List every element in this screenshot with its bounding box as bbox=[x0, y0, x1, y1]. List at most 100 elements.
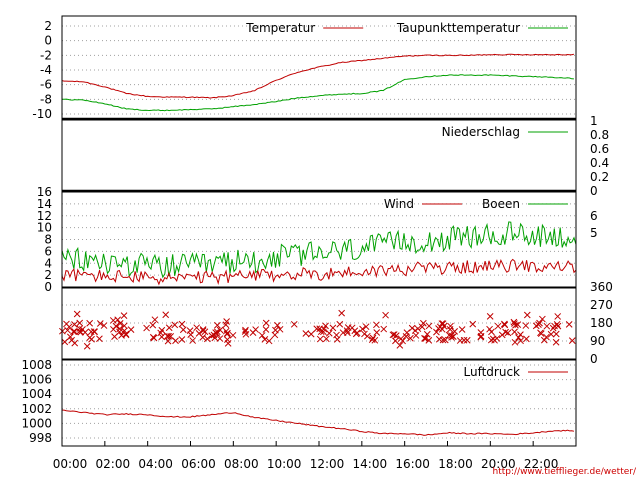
series-line bbox=[62, 409, 575, 436]
scatter-point bbox=[322, 335, 330, 343]
scatter-point bbox=[407, 334, 414, 342]
scatter-point bbox=[172, 337, 179, 345]
scatter-point bbox=[76, 319, 84, 327]
scatter-point bbox=[223, 318, 230, 325]
y-tick-label: 0 bbox=[44, 34, 52, 48]
scatter-point bbox=[258, 332, 266, 339]
scatter-point bbox=[265, 337, 273, 345]
legend-label: Temperatur bbox=[245, 21, 315, 35]
scatter-point bbox=[553, 320, 561, 328]
grid-layer bbox=[62, 25, 576, 439]
scatter-point bbox=[419, 319, 427, 327]
scatter-point bbox=[422, 335, 429, 343]
scatter-point bbox=[229, 331, 237, 339]
scatter-point bbox=[439, 336, 447, 344]
scatter-point bbox=[552, 330, 560, 338]
scatter-point bbox=[290, 320, 298, 328]
scatter-point bbox=[338, 309, 346, 317]
scatter-point bbox=[307, 330, 315, 338]
scatter-point bbox=[565, 321, 573, 328]
scatter-point bbox=[504, 329, 512, 337]
right-tick-label: 0.4 bbox=[590, 156, 609, 170]
scatter-point bbox=[547, 330, 555, 338]
scatter-point bbox=[63, 320, 70, 328]
scatter-point bbox=[514, 321, 522, 329]
data-layer bbox=[59, 53, 577, 436]
scatter-point bbox=[61, 338, 69, 346]
y-tick-label: 1000 bbox=[21, 416, 52, 430]
scatter-point bbox=[83, 342, 91, 350]
y-tick-label: 1004 bbox=[21, 387, 52, 401]
scatter-point bbox=[118, 332, 125, 339]
scatter-point bbox=[522, 322, 530, 329]
scatter-point bbox=[276, 325, 284, 333]
credit-link[interactable]: http://www.tiefflieger.de/wetter/ bbox=[493, 467, 637, 477]
scatter-point bbox=[143, 324, 150, 332]
scatter-point bbox=[320, 325, 328, 333]
y-tick-label: 1002 bbox=[21, 402, 52, 416]
scatter-point bbox=[71, 321, 78, 328]
y-tick-label: 0 bbox=[44, 280, 52, 294]
x-tick-label: 18:00 bbox=[438, 457, 473, 471]
scatter-point bbox=[373, 321, 380, 329]
scatter-point bbox=[517, 337, 524, 345]
scatter-point bbox=[448, 332, 455, 339]
y-tick-label: -2 bbox=[40, 48, 52, 62]
scatter-point bbox=[361, 330, 368, 338]
scatter-point bbox=[447, 322, 454, 330]
scatter-point bbox=[178, 320, 186, 328]
scatter-point bbox=[100, 322, 108, 329]
scatter-point bbox=[568, 337, 576, 344]
scatter-point bbox=[116, 320, 124, 327]
scatter-point bbox=[423, 330, 431, 338]
scatter-point bbox=[389, 331, 397, 339]
scatter-point bbox=[313, 325, 321, 333]
scatter-point bbox=[451, 328, 459, 335]
scatter-point bbox=[329, 324, 337, 332]
scatter-point bbox=[510, 318, 518, 326]
scatter-point bbox=[120, 312, 128, 319]
scatter-point bbox=[212, 329, 219, 336]
series-line bbox=[61, 53, 574, 99]
scatter-point bbox=[438, 325, 446, 333]
right-tick-label: 0.6 bbox=[590, 142, 609, 156]
scatter-point bbox=[439, 320, 447, 327]
scatter-point bbox=[402, 333, 410, 340]
x-tick-label: 22:00 bbox=[524, 457, 559, 471]
scatter-point bbox=[433, 328, 440, 336]
scatter-point bbox=[554, 322, 562, 330]
scatter-point bbox=[64, 326, 71, 334]
x-tick-label: 06:00 bbox=[181, 457, 216, 471]
scatter-point bbox=[262, 326, 270, 333]
scatter-point bbox=[411, 327, 419, 334]
scatter-point bbox=[121, 327, 128, 335]
legend-label: Luftdruck bbox=[463, 365, 520, 379]
scatter-point bbox=[320, 328, 327, 336]
scatter-point bbox=[216, 326, 224, 334]
scatter-point bbox=[179, 326, 187, 334]
right-tick-label: 0.2 bbox=[590, 170, 609, 184]
panel-frame bbox=[61, 287, 577, 360]
scatter-point bbox=[540, 336, 548, 344]
scatter-point bbox=[502, 328, 509, 336]
scatter-point bbox=[186, 327, 194, 334]
y-tick-label: 1008 bbox=[21, 358, 52, 372]
y-tick-label: 998 bbox=[29, 431, 52, 445]
scatter-point bbox=[396, 342, 404, 349]
x-tick-label: 12:00 bbox=[310, 457, 345, 471]
scatter-point bbox=[66, 333, 74, 341]
scatter-point bbox=[157, 329, 165, 337]
scatter-point bbox=[511, 338, 519, 346]
scatter-point bbox=[488, 328, 495, 336]
legend-label: Taupunkttemperatur bbox=[396, 21, 520, 35]
right-tick-label: 1 bbox=[590, 114, 598, 128]
scatter-point bbox=[543, 322, 551, 330]
scatter-point bbox=[511, 328, 518, 336]
scatter-point bbox=[523, 335, 530, 343]
scatter-point bbox=[223, 330, 231, 338]
scatter-point bbox=[336, 320, 344, 328]
frame-layer bbox=[61, 15, 577, 447]
scatter-point bbox=[448, 334, 455, 341]
